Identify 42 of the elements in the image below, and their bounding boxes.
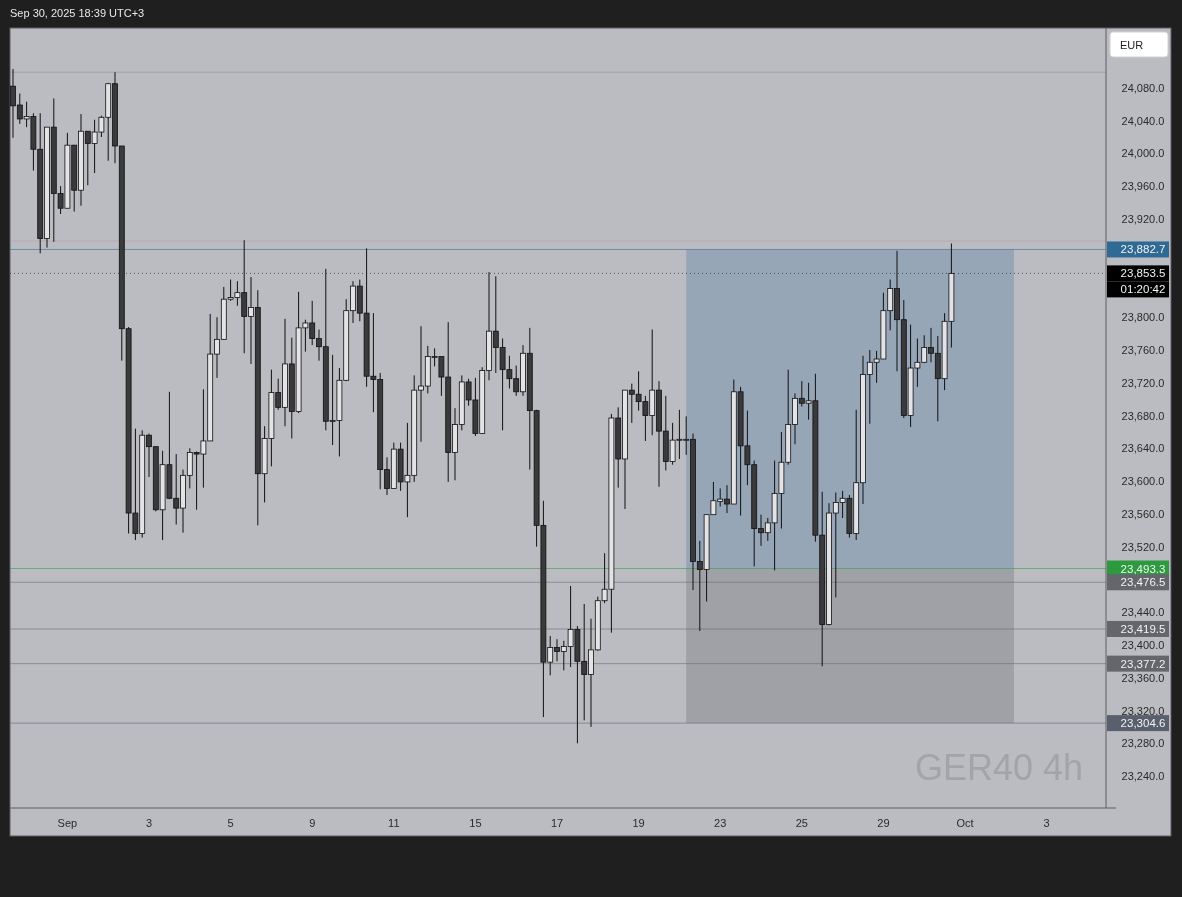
text: 01:20:42 [1120, 283, 1166, 296]
y-tick-label: 23,240.0 [1121, 770, 1165, 783]
y-tick-label: 23,400.0 [1121, 638, 1165, 651]
y-tick-label: 23,280.0 [1121, 737, 1165, 750]
x-tick-label: 23 [714, 817, 727, 829]
text: Sep 30, 2025 18:39 UTC+3 [10, 7, 145, 19]
y-tick-label: 23,680.0 [1121, 409, 1165, 422]
y-tick-label: 24,080.0 [1121, 81, 1165, 94]
ref-line-label: 23,853.5 [1120, 267, 1166, 280]
y-tick-label: 23,560.0 [1121, 507, 1165, 520]
y-tick-label: 23,760.0 [1121, 344, 1165, 356]
x-tick-label: Sep [57, 817, 78, 829]
ref-line-label: 23,476.5 [1120, 576, 1166, 589]
y-tick-label: 23,640.0 [1121, 442, 1165, 455]
x-tick-label: 19 [632, 817, 645, 829]
y-tick-label: 23,920.0 [1121, 212, 1165, 225]
x-tick-label: 5 [227, 817, 234, 829]
x-tick-label: 9 [309, 817, 316, 829]
y-tick-label: 24,040.0 [1121, 114, 1165, 127]
x-tick-label: 15 [469, 817, 482, 829]
y-tick-label: 23,360.0 [1121, 671, 1165, 684]
ref-line-label: 23,493.3 [1120, 562, 1166, 575]
y-tick-label: 23,720.0 [1121, 376, 1165, 389]
y-tick-label: 23,800.0 [1121, 311, 1165, 324]
ref-line-label: 23,304.6 [1120, 717, 1166, 730]
y-tick-label: 23,520.0 [1121, 540, 1165, 553]
y-tick-label: 24,000.0 [1121, 147, 1165, 160]
ref-line-label: 23,419.5 [1120, 622, 1166, 635]
ref-line-label: 23,882.7 [1120, 243, 1166, 256]
x-tick-label: 3 [145, 817, 153, 829]
currency-button: EUR [1109, 31, 1169, 58]
x-tick-label: 17 [550, 817, 564, 829]
ref-line-label: 23,377.2 [1120, 657, 1166, 670]
y-tick-label: 23,600.0 [1121, 475, 1165, 488]
y-tick-label: 23,320.0 [1121, 704, 1165, 717]
x-tick-label: 29 [877, 817, 890, 829]
x-tick-label: Oct [956, 817, 974, 829]
y-tick-label: 23,960.0 [1121, 180, 1165, 193]
x-tick-label: 25 [795, 817, 808, 829]
x-tick-label: 3 [1043, 817, 1050, 829]
y-tick-label: 23,440.0 [1121, 606, 1165, 619]
x-tick-label: 11 [388, 817, 400, 829]
